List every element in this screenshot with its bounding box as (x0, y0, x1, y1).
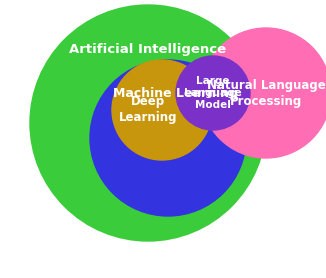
Text: Natural Language
Processing: Natural Language Processing (207, 78, 325, 108)
Circle shape (112, 60, 212, 160)
Text: Machine Learning: Machine Learning (112, 86, 237, 100)
Text: Large
Language
Model: Large Language Model (184, 76, 242, 110)
Text: Artificial Intelligence: Artificial Intelligence (69, 43, 227, 56)
Text: Deep
Learning: Deep Learning (119, 96, 177, 125)
Circle shape (30, 5, 266, 241)
Circle shape (90, 60, 246, 216)
Circle shape (201, 28, 326, 158)
Circle shape (176, 56, 250, 130)
